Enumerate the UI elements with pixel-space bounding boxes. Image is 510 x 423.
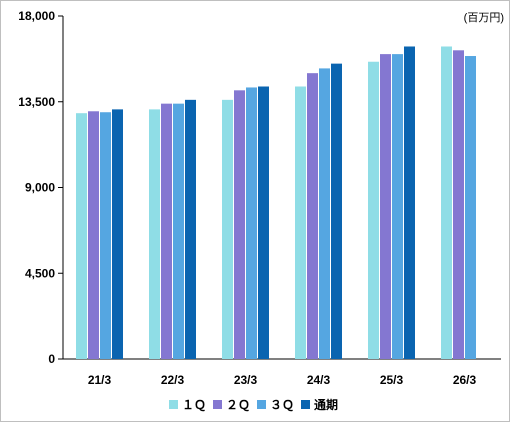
x-category-label: 26/3 <box>453 373 477 387</box>
bar-23-3-2 <box>234 90 245 360</box>
bar-21-3-1 <box>76 113 87 359</box>
bar-26-3-2 <box>453 50 464 360</box>
bar-25-3-2 <box>380 54 391 359</box>
y-tick-label: 9,000 <box>25 181 55 195</box>
legend-label-4: 通期 <box>314 397 338 412</box>
bar-24-3-3 <box>319 68 330 360</box>
x-category-label: 23/3 <box>234 373 258 387</box>
y-tick-label: 13,500 <box>18 95 55 109</box>
legend-label-2: ２Ｑ <box>226 398 250 412</box>
bar-21-3-3 <box>100 112 111 359</box>
y-tick-label: 0 <box>48 352 55 366</box>
legend-swatch-4 <box>301 400 310 409</box>
legend-swatch-3 <box>257 400 266 409</box>
y-tick-label: 18,000 <box>18 9 55 23</box>
legend-swatch-2 <box>213 400 222 409</box>
bar-24-3-1 <box>295 86 306 359</box>
legend-label-1: １Ｑ <box>182 398 206 412</box>
x-category-label: 21/3 <box>88 373 112 387</box>
legend-label-3: ３Ｑ <box>270 398 294 412</box>
bar-24-3-4 <box>331 63 342 360</box>
bar-25-3-4 <box>404 46 415 359</box>
x-category-label: 24/3 <box>307 373 331 387</box>
bar-22-3-2 <box>161 103 172 360</box>
bar-25-3-1 <box>368 61 379 359</box>
legend-swatch-1 <box>169 400 178 409</box>
bar-22-3-4 <box>185 99 196 359</box>
bar-21-3-2 <box>88 111 99 360</box>
bar-23-3-1 <box>222 99 233 359</box>
x-category-label: 22/3 <box>161 373 185 387</box>
bar-22-3-3 <box>173 103 184 360</box>
bar-26-3-1 <box>441 46 452 359</box>
bar-23-3-3 <box>246 87 257 359</box>
bar-23-3-4 <box>258 86 269 359</box>
bar-25-3-3 <box>392 54 403 359</box>
unit-label: (百万円) <box>464 12 504 24</box>
bar-22-3-1 <box>149 109 160 359</box>
bar-21-3-4 <box>112 109 123 359</box>
x-category-label: 25/3 <box>380 373 404 387</box>
y-tick-label: 4,500 <box>25 266 55 280</box>
bar-26-3-3 <box>465 56 476 360</box>
bar-24-3-2 <box>307 73 318 360</box>
